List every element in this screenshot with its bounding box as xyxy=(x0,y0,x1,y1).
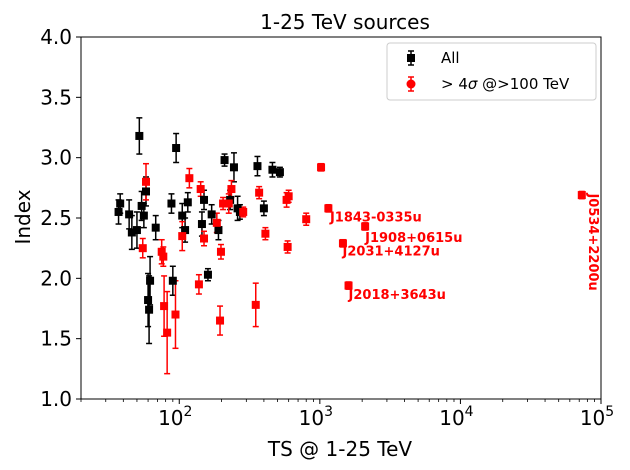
legend: All > 4σ @>100 TeV xyxy=(386,42,597,101)
legend-marker-1 xyxy=(406,79,416,89)
legend-marker-0 xyxy=(407,54,415,62)
marker-s1-31 xyxy=(577,191,586,200)
x-tick-label-3: 105 xyxy=(580,404,614,430)
marker-s0-15 xyxy=(172,144,181,153)
marker-s0-21 xyxy=(203,270,212,279)
marker-s0-11 xyxy=(146,276,155,285)
y-axis-label: Index xyxy=(11,189,35,244)
marker-s0-17 xyxy=(181,226,190,235)
y-tick-label-5: 3.5 xyxy=(40,85,72,109)
marker-s1-12 xyxy=(212,218,221,227)
annotation-2: J2031+4127u xyxy=(342,244,440,259)
marker-s1-1 xyxy=(142,177,151,186)
marker-s1-17 xyxy=(227,185,236,194)
marker-s1-19 xyxy=(251,300,260,309)
marker-s1-0 xyxy=(138,244,147,253)
marker-s0-32 xyxy=(275,168,284,177)
marker-s0-2 xyxy=(125,210,134,219)
marker-s1-16 xyxy=(224,199,233,208)
annotation-4: J0534+2200u xyxy=(585,192,600,290)
marker-s1-23 xyxy=(283,242,292,251)
marker-s1-8 xyxy=(185,174,194,183)
marker-s1-29 xyxy=(344,281,353,290)
marker-s1-13 xyxy=(216,316,225,325)
marker-s1-14 xyxy=(216,247,225,256)
legend-label-1: > 4σ @>100 TeV xyxy=(441,75,570,93)
legend-box xyxy=(386,42,597,101)
marker-s0-20 xyxy=(200,195,209,204)
marker-s0-14 xyxy=(168,276,177,285)
marker-s1-24 xyxy=(284,192,293,201)
marker-s0-9 xyxy=(144,296,153,305)
marker-s1-5 xyxy=(163,328,172,337)
y-tick-label-6: 4.0 xyxy=(40,25,72,49)
marker-s0-16 xyxy=(178,211,187,220)
marker-s0-0 xyxy=(114,207,123,216)
marker-s1-28 xyxy=(338,239,347,248)
marker-s0-7 xyxy=(139,211,148,220)
marker-s1-2 xyxy=(157,247,166,256)
y-tick-label-4: 3.0 xyxy=(40,146,72,170)
marker-s0-24 xyxy=(220,156,229,165)
marker-s1-4 xyxy=(160,302,169,311)
marker-s1-11 xyxy=(200,234,209,243)
marker-s0-23 xyxy=(214,226,223,235)
marker-s0-13 xyxy=(167,199,176,208)
marker-s1-21 xyxy=(261,229,270,238)
legend-label-0: All xyxy=(441,49,460,67)
marker-s1-3 xyxy=(159,252,168,261)
marker-s1-20 xyxy=(255,188,264,197)
marker-s0-5 xyxy=(135,131,144,140)
marker-s0-30 xyxy=(259,204,268,213)
marker-s0-19 xyxy=(197,220,206,229)
marker-s0-1 xyxy=(116,199,125,208)
chart-title: 1-25 TeV sources xyxy=(260,10,430,34)
marker-s0-22 xyxy=(207,210,216,219)
x-tick-label-1: 103 xyxy=(299,404,333,430)
marker-s1-27 xyxy=(324,204,333,213)
marker-s0-12 xyxy=(151,223,160,232)
marker-s0-10 xyxy=(145,305,154,314)
y-tick-label-0: 1.0 xyxy=(40,387,72,411)
marker-s1-6 xyxy=(171,310,180,319)
annotation-3: J2018+3643u xyxy=(348,288,446,303)
marker-s0-4 xyxy=(132,226,141,235)
marker-s1-10 xyxy=(196,185,205,194)
marker-s1-26 xyxy=(317,163,326,172)
marker-s0-3 xyxy=(127,228,136,237)
marker-s1-15 xyxy=(219,199,228,208)
marker-s1-30 xyxy=(361,222,370,231)
y-tick-label-3: 2.5 xyxy=(40,206,72,230)
marker-s1-18 xyxy=(239,207,248,216)
y-tick-label-1: 1.5 xyxy=(40,327,72,351)
annotation-1: J1908+0615u xyxy=(364,231,462,246)
axes: 1.0 1.5 2.0 2.5 3.0 3.5 4.0 102 103 104 105 xyxy=(40,25,614,430)
marker-s1-25 xyxy=(302,215,311,224)
y-tick-label-2: 2.0 xyxy=(40,266,72,290)
x-tick-label-0: 102 xyxy=(158,404,192,430)
x-axis-label: TS @ 1-25 TeV xyxy=(267,437,412,461)
annotation-0: J1843-0335u xyxy=(329,211,422,226)
marker-s0-6 xyxy=(137,201,146,210)
marker-s1-9 xyxy=(194,280,203,289)
marker-s1-7 xyxy=(178,232,187,241)
marker-s0-31 xyxy=(268,165,277,174)
marker-s0-18 xyxy=(183,198,192,207)
marker-s0-26 xyxy=(229,163,238,172)
marker-s0-29 xyxy=(253,162,262,171)
x-tick-label-2: 104 xyxy=(439,404,473,430)
marker-s0-8 xyxy=(142,187,151,196)
data-markers xyxy=(114,131,586,337)
